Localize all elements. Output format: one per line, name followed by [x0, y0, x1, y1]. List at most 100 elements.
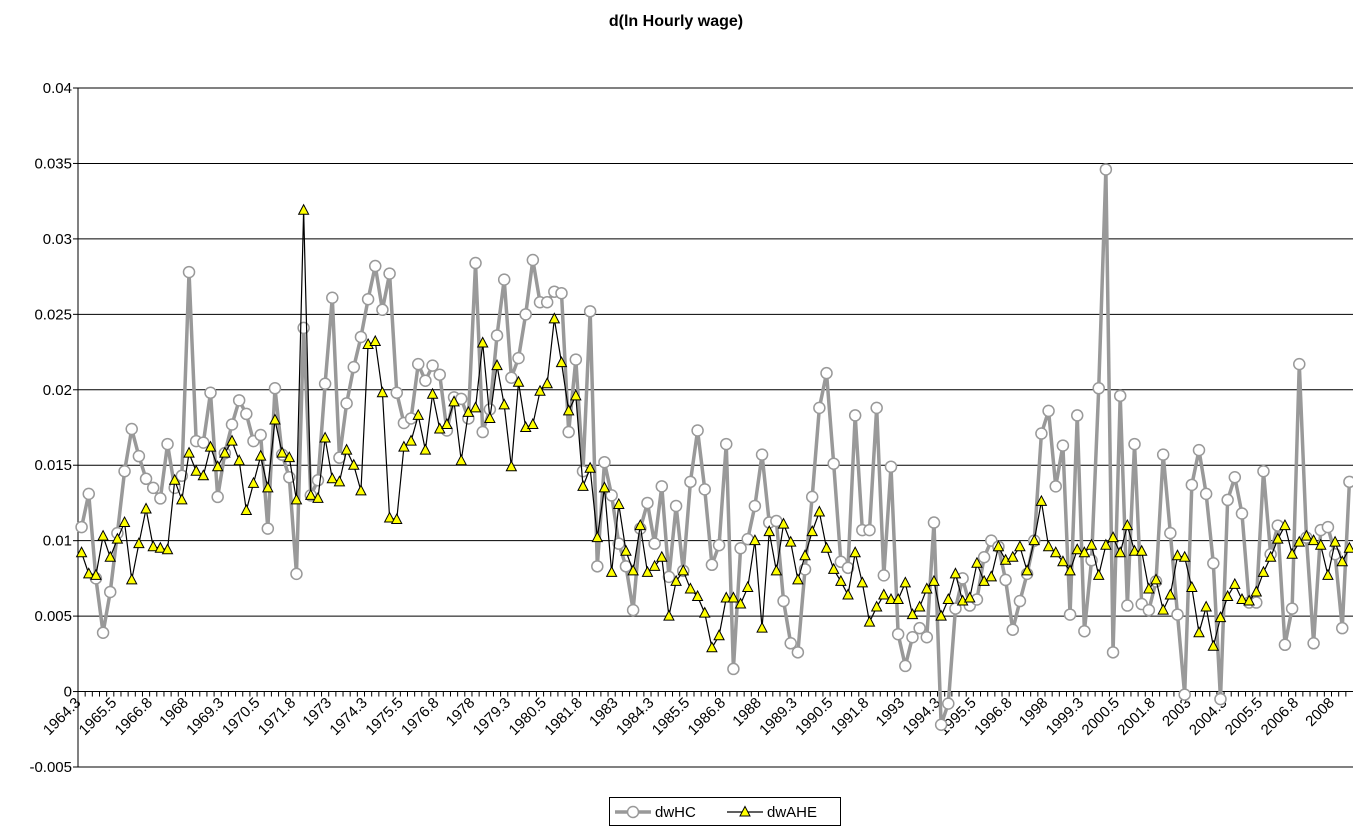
x-tick-label: 2001.8	[1114, 694, 1158, 738]
marker	[319, 431, 331, 443]
marker	[763, 525, 776, 537]
marker	[1221, 589, 1234, 601]
marker	[1186, 580, 1198, 592]
x-tick-label: 1999.3	[1043, 694, 1087, 738]
marker	[562, 404, 575, 416]
marker	[1164, 526, 1177, 540]
marker	[476, 336, 489, 348]
marker	[748, 499, 762, 513]
marker	[369, 259, 382, 273]
marker	[197, 469, 210, 481]
x-tick-label: 1966.8	[112, 694, 156, 738]
marker	[118, 465, 131, 478]
marker	[634, 519, 647, 531]
marker	[111, 532, 124, 544]
marker	[805, 490, 819, 504]
marker	[433, 368, 446, 381]
marker	[985, 570, 998, 582]
marker	[641, 496, 654, 510]
marker	[1336, 555, 1349, 567]
marker	[1006, 550, 1019, 562]
marker	[920, 630, 934, 644]
marker	[527, 417, 539, 429]
y-tick-label: 0.005	[34, 608, 72, 625]
marker	[104, 550, 117, 562]
marker	[168, 473, 181, 485]
series-markers	[75, 163, 1353, 732]
marker	[999, 553, 1012, 565]
marker	[1293, 357, 1306, 371]
marker	[226, 434, 238, 446]
marker	[340, 397, 353, 410]
marker	[1014, 540, 1026, 552]
marker	[283, 451, 296, 463]
marker	[612, 497, 625, 509]
marker	[1279, 519, 1291, 531]
marker	[1128, 437, 1141, 451]
marker	[870, 600, 883, 612]
marker	[125, 573, 138, 585]
marker	[1006, 623, 1020, 636]
marker	[1207, 639, 1220, 651]
marker	[627, 564, 639, 576]
marker	[1257, 565, 1270, 577]
legend-label: dwHC	[655, 804, 696, 821]
marker	[1157, 603, 1170, 615]
x-tick-label: 1975.5	[362, 694, 406, 738]
marker	[963, 591, 976, 603]
marker	[1257, 465, 1270, 478]
marker	[684, 582, 697, 594]
marker	[154, 492, 167, 505]
x-tick-label: 1984.3	[613, 694, 657, 738]
marker	[490, 329, 504, 342]
marker	[276, 446, 288, 458]
marker	[827, 562, 840, 574]
legend-marker	[626, 805, 640, 819]
marker	[1321, 520, 1335, 534]
marker	[254, 428, 267, 442]
marker	[161, 437, 174, 451]
marker	[1128, 544, 1141, 556]
marker	[899, 659, 912, 673]
marker	[1329, 535, 1341, 547]
marker	[176, 493, 188, 505]
marker	[376, 303, 389, 317]
marker	[412, 408, 425, 420]
marker	[1200, 600, 1212, 612]
marker	[698, 483, 712, 496]
marker	[534, 384, 546, 396]
marker	[347, 360, 361, 374]
marker	[354, 330, 368, 344]
marker	[1035, 427, 1048, 440]
marker	[591, 531, 604, 543]
marker	[584, 461, 596, 473]
y-tick-label: 0.035	[34, 155, 72, 172]
marker	[96, 626, 110, 639]
x-tick-label: 1979.3	[470, 694, 514, 738]
marker	[598, 455, 611, 469]
marker	[913, 600, 926, 612]
marker	[777, 594, 790, 608]
x-tick-label: 1974.3	[326, 694, 370, 738]
marker	[1085, 538, 1098, 550]
marker	[648, 559, 661, 571]
marker	[1100, 538, 1112, 550]
marker	[132, 449, 146, 463]
marker	[1071, 543, 1084, 555]
marker	[326, 291, 339, 304]
marker	[548, 312, 561, 324]
marker	[605, 489, 618, 502]
marker	[827, 457, 840, 470]
marker	[719, 437, 733, 451]
marker	[211, 490, 224, 504]
marker	[906, 608, 919, 620]
marker	[1285, 602, 1299, 615]
marker	[233, 454, 245, 466]
marker	[884, 460, 898, 473]
x-tick-label: 1970.5	[219, 694, 263, 738]
marker	[347, 458, 360, 470]
marker	[885, 592, 897, 605]
marker	[1042, 404, 1055, 418]
marker	[1185, 478, 1199, 492]
marker	[426, 359, 439, 372]
